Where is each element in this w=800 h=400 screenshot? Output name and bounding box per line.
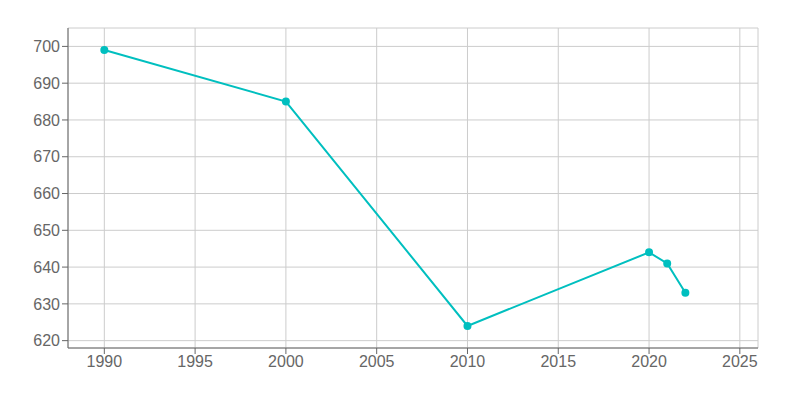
svg-text:680: 680 xyxy=(33,112,60,129)
svg-text:690: 690 xyxy=(33,75,60,92)
svg-text:2010: 2010 xyxy=(450,353,486,370)
svg-text:670: 670 xyxy=(33,148,60,165)
svg-text:1995: 1995 xyxy=(177,353,213,370)
svg-text:630: 630 xyxy=(33,296,60,313)
svg-text:2020: 2020 xyxy=(631,353,667,370)
svg-text:1990: 1990 xyxy=(87,353,123,370)
svg-text:2025: 2025 xyxy=(722,353,758,370)
svg-text:2005: 2005 xyxy=(359,353,395,370)
svg-text:650: 650 xyxy=(33,222,60,239)
svg-text:640: 640 xyxy=(33,259,60,276)
svg-text:700: 700 xyxy=(33,38,60,55)
svg-text:660: 660 xyxy=(33,185,60,202)
svg-text:2000: 2000 xyxy=(268,353,304,370)
svg-text:620: 620 xyxy=(33,332,60,349)
svg-text:2015: 2015 xyxy=(540,353,576,370)
